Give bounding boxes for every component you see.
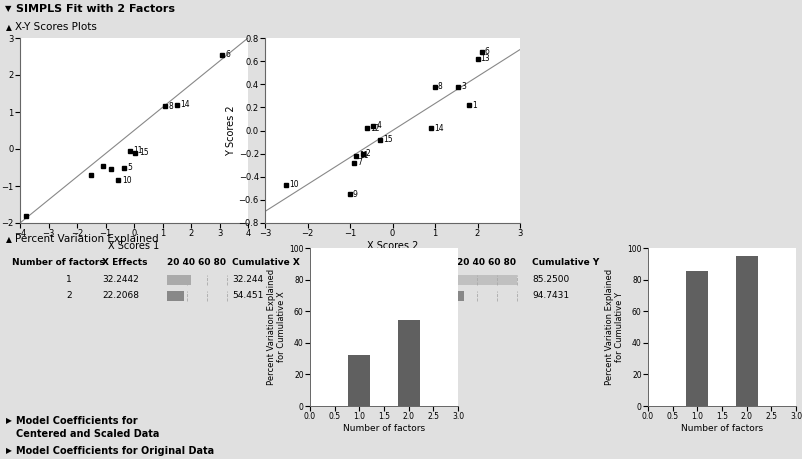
Bar — [398, 320, 419, 406]
Text: 5: 5 — [128, 163, 132, 172]
Text: 6: 6 — [484, 47, 489, 56]
Text: 32.244: 32.244 — [232, 275, 263, 284]
Text: 15: 15 — [383, 135, 392, 144]
Bar — [457, 291, 464, 301]
Text: 32.2442: 32.2442 — [102, 275, 139, 284]
Text: Cumulative Y: Cumulative Y — [532, 258, 599, 267]
Text: 14: 14 — [180, 100, 190, 109]
Text: Centered and Scaled Data: Centered and Scaled Data — [16, 429, 160, 439]
Y-axis label: Percent Variation Explained
for Cumulative X: Percent Variation Explained for Cumulati… — [267, 269, 286, 385]
Text: X Effects: X Effects — [102, 258, 148, 267]
Text: Model Coefficients for: Model Coefficients for — [16, 416, 138, 426]
Text: ▲: ▲ — [6, 235, 12, 244]
Bar — [735, 256, 758, 406]
Text: Cumulative X: Cumulative X — [232, 258, 300, 267]
Bar — [457, 275, 517, 285]
Text: 11: 11 — [359, 151, 369, 161]
X-axis label: X Scores 2: X Scores 2 — [367, 241, 418, 251]
Text: 12: 12 — [370, 123, 379, 133]
Text: ▼: ▼ — [5, 5, 11, 13]
Text: 2: 2 — [366, 149, 371, 158]
Bar — [687, 271, 708, 406]
Y-axis label: Y Scores 2: Y Scores 2 — [225, 105, 236, 156]
Text: X-Y Scores Plots: X-Y Scores Plots — [15, 22, 97, 33]
Text: 11: 11 — [133, 146, 143, 155]
Text: 22.2068: 22.2068 — [102, 291, 139, 300]
Text: ▲: ▲ — [6, 23, 12, 32]
Text: 85.2500: 85.2500 — [392, 275, 429, 284]
Text: 20 40 60 80: 20 40 60 80 — [457, 258, 516, 267]
Text: 8: 8 — [168, 102, 173, 111]
Text: 10: 10 — [122, 176, 132, 185]
X-axis label: X Scores 1: X Scores 1 — [108, 241, 160, 251]
Text: 9: 9 — [353, 190, 358, 199]
Text: 54.451: 54.451 — [232, 291, 263, 300]
Text: 3: 3 — [461, 82, 466, 91]
Text: 8: 8 — [438, 82, 443, 91]
Text: 6: 6 — [226, 50, 231, 59]
Text: 94.7431: 94.7431 — [532, 291, 569, 300]
Text: Y Responses: Y Responses — [392, 258, 456, 267]
Bar — [167, 291, 184, 301]
Y-axis label: Percent Variation Explained
for Cumulative Y: Percent Variation Explained for Cumulati… — [605, 269, 625, 385]
Text: 14: 14 — [434, 123, 444, 133]
Text: ▶: ▶ — [6, 416, 12, 425]
Text: 15: 15 — [139, 148, 148, 157]
Bar — [348, 355, 371, 406]
Text: 13: 13 — [480, 54, 490, 63]
Text: 1: 1 — [472, 101, 476, 110]
X-axis label: Number of factors: Number of factors — [343, 424, 425, 433]
Text: 2: 2 — [67, 291, 72, 300]
Text: 7: 7 — [357, 158, 362, 168]
Text: 4: 4 — [376, 121, 381, 130]
Text: ▶: ▶ — [6, 447, 12, 455]
Text: 10: 10 — [290, 180, 299, 190]
Bar — [167, 275, 191, 285]
Text: SIMPLS Fit with 2 Factors: SIMPLS Fit with 2 Factors — [16, 4, 175, 14]
Text: Percent Variation Explained: Percent Variation Explained — [15, 235, 159, 245]
Text: Model Coefficients for Original Data: Model Coefficients for Original Data — [16, 446, 214, 456]
X-axis label: Number of factors: Number of factors — [681, 424, 763, 433]
Text: Number of factors: Number of factors — [12, 258, 105, 267]
Text: 1: 1 — [67, 275, 72, 284]
Text: 85.2500: 85.2500 — [532, 275, 569, 284]
Text: 9.4932: 9.4932 — [392, 291, 423, 300]
Text: 20 40 60 80: 20 40 60 80 — [167, 258, 226, 267]
